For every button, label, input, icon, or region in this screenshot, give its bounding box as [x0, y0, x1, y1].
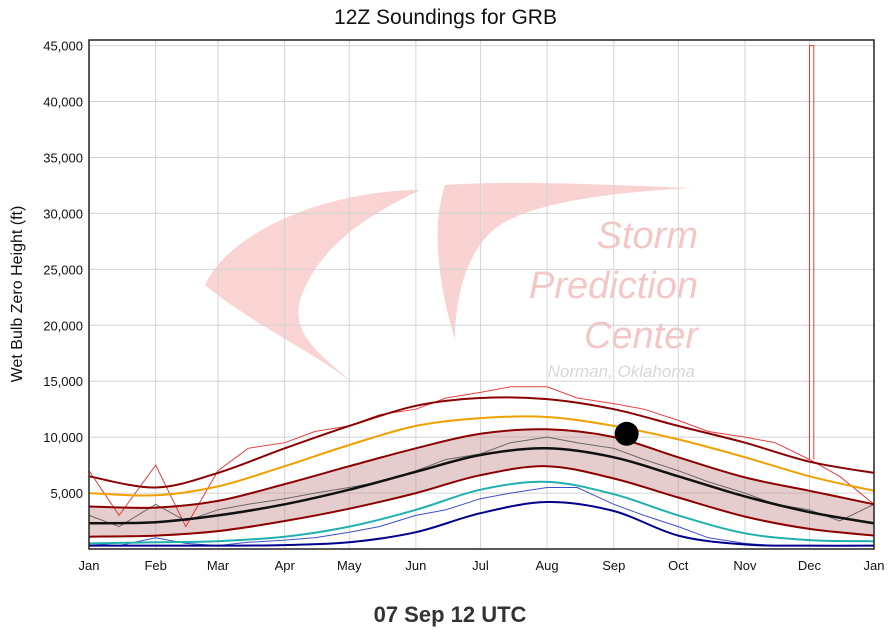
series-lines — [88, 45, 875, 547]
x-tick-label: Dec — [798, 558, 822, 573]
x-tick-label: Jun — [405, 558, 426, 573]
watermark-line4: Norman, Oklahoma — [548, 362, 695, 381]
y-tick-label: 15,000 — [43, 374, 83, 389]
spc-logo-swoosh-2 — [437, 182, 692, 340]
x-tick-label: Aug — [536, 558, 559, 573]
axes — [88, 39, 875, 550]
x-tick-label: Apr — [275, 558, 296, 573]
observed-line-obs_max — [88, 386, 875, 528]
current-sounding-marker-group — [614, 421, 639, 446]
y-tick-label: 45,000 — [43, 39, 83, 54]
series-line-min — [89, 500, 875, 547]
x-tick-label: Sep — [602, 558, 625, 573]
interquartile-band — [89, 429, 874, 537]
y-tick-label: 20,000 — [43, 318, 83, 333]
x-tick-label: May — [337, 558, 362, 573]
series-line-p90 — [88, 415, 875, 497]
x-tick-label: Jan — [864, 558, 885, 573]
series-line-p75 — [88, 428, 875, 509]
y-tick-label: 10,000 — [43, 430, 83, 445]
x-tick-label: Jan — [79, 558, 100, 573]
tick-labels: 5,000 10,000 15,000 20,000 25,000 30,000 35,00… — [43, 39, 884, 573]
series-line-max — [88, 396, 875, 489]
x-tick-label: Oct — [668, 558, 689, 573]
x-tick-label: Jul — [472, 558, 489, 573]
x-tick-label: Nov — [733, 558, 757, 573]
y-tick-label: 40,000 — [43, 95, 83, 110]
spc-watermark: Storm Prediction Center Norman, Oklahoma — [205, 182, 699, 390]
watermark-line1: Storm — [597, 215, 698, 257]
watermark-line3: Center — [584, 315, 699, 357]
series-line-mean — [88, 447, 875, 525]
observed-line-obs_max_spike — [809, 45, 815, 460]
chart-title: 12Z Soundings for GRB — [334, 6, 557, 29]
plot-frame — [88, 39, 875, 550]
series-line-p25 — [88, 465, 875, 538]
x-tick-label: Mar — [207, 558, 230, 573]
sounding-date-label: 07 Sep 12 UTC — [373, 602, 527, 627]
y-tick-label: 30,000 — [43, 206, 83, 221]
series-line-p10 — [88, 480, 875, 545]
x-tick-label: Feb — [144, 558, 166, 573]
y-tick-label: 25,000 — [43, 262, 83, 277]
y-tick-label: 35,000 — [43, 150, 83, 165]
current-sounding-point — [614, 421, 639, 446]
spc-logo-swoosh — [205, 190, 420, 390]
y-tick-label: 5,000 — [50, 486, 83, 501]
band-p25-p75 — [89, 429, 874, 537]
